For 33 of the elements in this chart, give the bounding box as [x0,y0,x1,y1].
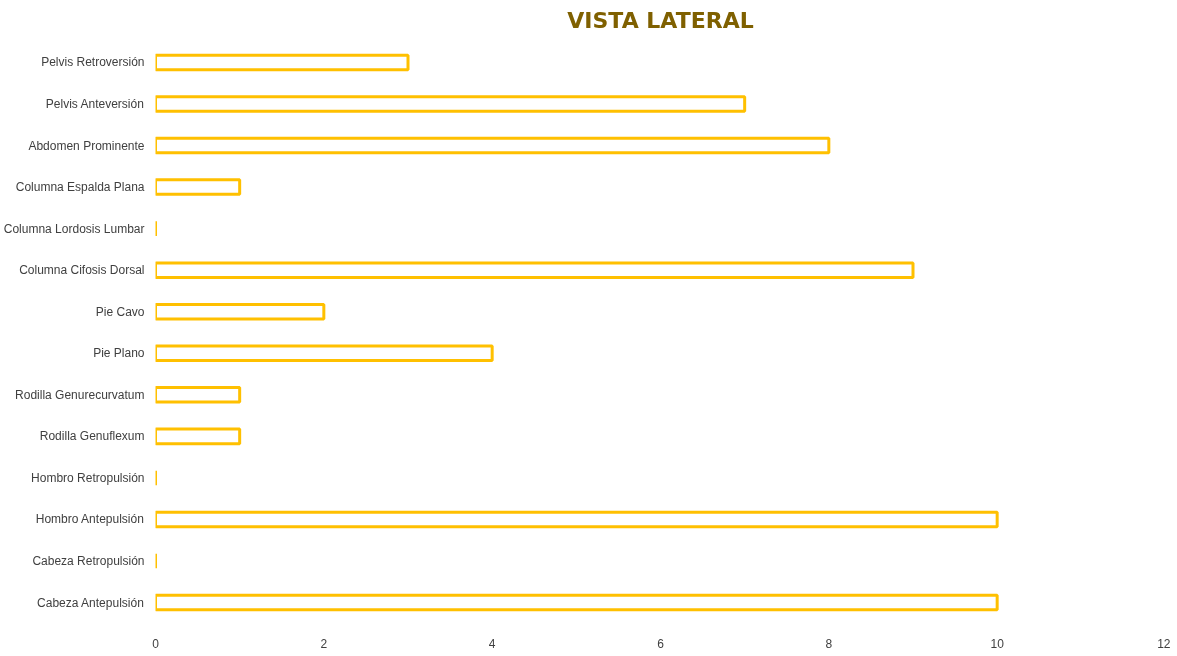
bar [155,95,747,113]
y-tick-label: Columna Cifosis Dorsal [19,263,145,278]
y-tick-label: Abdomen Prominente [28,138,145,153]
bar [155,344,494,363]
y-tick-label: Pie Cavo [95,304,145,319]
x-tick-label: 2 [320,636,328,651]
y-tick-label: Columna Espalda Plana [15,180,145,195]
bar [155,136,831,155]
bar [155,261,915,279]
x-tick-label: 0 [152,636,160,651]
y-tick-label: Pelvis Retroversión [41,55,145,70]
y-tick-label: Rodilla Genurecurvatum [15,387,145,402]
bar [155,302,326,321]
y-tick-label: Columna Lordosis Lumbar [3,221,145,236]
y-tick-label: Rodilla Genuflexum [39,429,145,444]
y-tick-label: Hombro Retropulsión [31,470,145,485]
bar [155,178,242,196]
y-tick-label: Hombro Antepulsión [35,512,144,527]
chart-title: VISTA LATERAL [567,7,754,33]
x-tick-label: 8 [825,636,833,651]
y-tick-label: Pelvis Anteversión [45,96,144,111]
bar [155,427,242,446]
bar [155,53,410,72]
bar [155,510,999,529]
x-tick-label: 10 [990,636,1005,651]
x-tick-label: 12 [1157,636,1171,651]
x-tick-label: 4 [488,636,496,651]
bar [155,593,999,612]
x-tick-label: 6 [657,636,665,651]
y-tick-label: Pie Plano [93,346,145,361]
y-tick-label: Cabeza Retropulsión [32,554,145,569]
bar [155,386,242,404]
y-tick-label: Cabeza Antepulsión [37,595,144,610]
